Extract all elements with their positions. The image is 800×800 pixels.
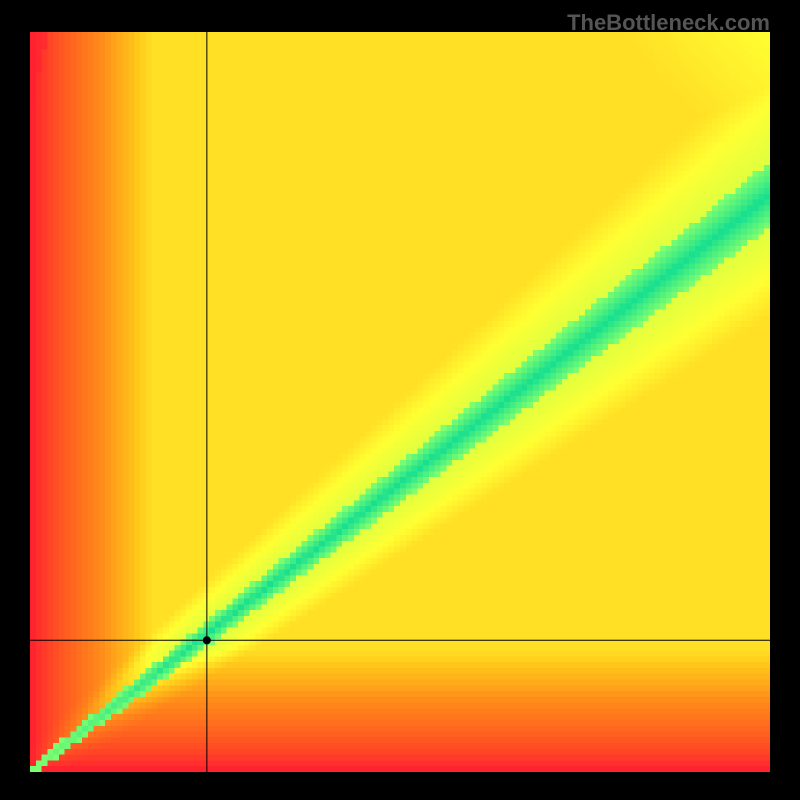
heatmap-container — [30, 32, 770, 772]
attribution-label: TheBottleneck.com — [567, 10, 770, 36]
bottleneck-heatmap — [30, 32, 770, 772]
